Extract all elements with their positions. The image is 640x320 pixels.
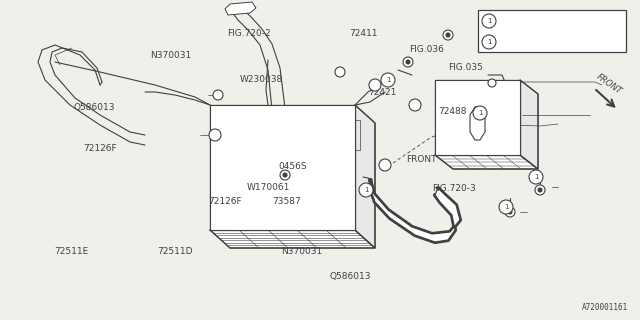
Polygon shape [355,105,375,248]
Text: FIG.720-2: FIG.720-2 [227,29,271,38]
Circle shape [381,73,395,87]
Text: N370031: N370031 [282,247,323,256]
Circle shape [488,79,496,87]
Circle shape [209,129,221,141]
Circle shape [379,159,391,171]
Text: 72126F: 72126F [83,144,117,153]
Circle shape [505,207,515,217]
Polygon shape [470,107,485,140]
Polygon shape [435,80,520,155]
Text: 1: 1 [487,39,492,45]
Circle shape [499,200,513,214]
Text: N370031: N370031 [150,52,191,60]
Text: 1: 1 [477,110,483,116]
Text: W170061: W170061 [246,183,290,192]
Text: 1: 1 [386,77,390,83]
Polygon shape [435,155,538,169]
Text: FRONT: FRONT [406,156,437,164]
Text: 72421: 72421 [368,88,396,97]
Text: 72488: 72488 [438,108,467,116]
Circle shape [406,60,410,64]
Text: 72511E: 72511E [54,247,89,256]
Circle shape [508,210,512,214]
Text: 1: 1 [504,204,508,210]
Text: 0456S: 0456S [278,162,307,171]
Polygon shape [210,230,375,248]
Circle shape [280,170,290,180]
Text: W230038: W230038 [240,76,284,84]
Circle shape [213,90,223,100]
Circle shape [535,185,545,195]
Circle shape [359,183,373,197]
Text: 72126F: 72126F [208,197,242,206]
Text: Q586013: Q586013 [330,272,371,281]
Circle shape [369,79,381,91]
Text: 1: 1 [487,18,492,24]
Circle shape [482,14,496,28]
Circle shape [409,99,421,111]
Text: 72411: 72411 [349,29,378,38]
Circle shape [529,170,543,184]
Circle shape [482,35,496,49]
Text: FIG.720-3: FIG.720-3 [432,184,476,193]
Text: 1: 1 [364,187,368,193]
Text: Q586013: Q586013 [74,103,115,112]
Circle shape [443,30,453,40]
Text: W170033< -'05MY>: W170033< -'05MY> [504,18,572,24]
Text: FIG.035: FIG.035 [448,63,483,72]
Polygon shape [370,180,460,242]
Polygon shape [520,80,538,169]
Polygon shape [210,105,355,230]
Circle shape [446,33,450,37]
Circle shape [283,173,287,177]
Circle shape [473,106,487,120]
Text: FRONT: FRONT [595,72,624,96]
Text: W170063<'06MY- >: W170063<'06MY- > [504,39,572,45]
Circle shape [538,188,542,192]
Polygon shape [225,2,256,15]
Text: FIG.036: FIG.036 [410,45,444,54]
Circle shape [335,67,345,77]
Text: A720001161: A720001161 [582,303,628,312]
Bar [478,10,626,52]
Text: 72511D: 72511D [157,247,192,256]
Text: 73587: 73587 [272,197,301,206]
Text: 1: 1 [534,174,538,180]
Circle shape [403,57,413,67]
